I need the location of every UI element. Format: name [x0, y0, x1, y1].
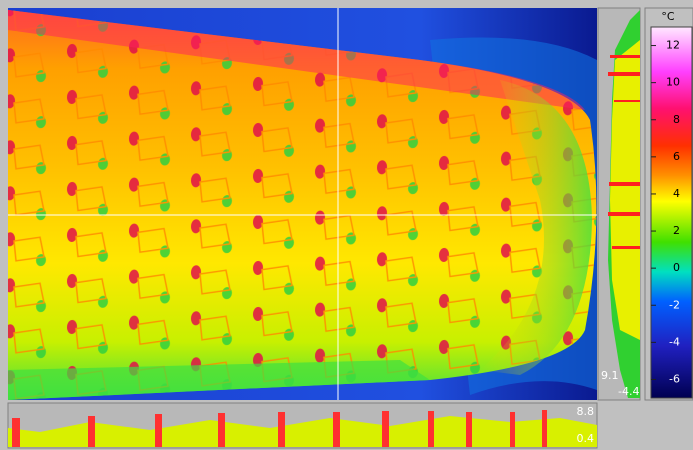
- colorbar-tick-label: 8: [673, 113, 680, 126]
- colorbar-tick-label: 6: [673, 150, 680, 163]
- colorbar-unit: °C: [661, 10, 675, 23]
- colorbar-tick-label: 12: [666, 39, 680, 52]
- vertical-profile-min: -4.4: [618, 385, 639, 398]
- horizontal-profile-min: 0.4: [577, 432, 595, 445]
- colorbar-tick-label: 0: [673, 261, 680, 274]
- colorbar-tick-label: -4: [669, 335, 680, 348]
- vertical-profile-fill-warm: [610, 40, 640, 340]
- colorbar-tick-label: 2: [673, 224, 680, 237]
- horizontal-profile-max: 8.8: [577, 405, 595, 418]
- thermal-viewer: 9.1 -4.4 8.8 0.4 °C 12 10 8 6 4 2 0 -2 -4 -6: [0, 0, 693, 450]
- colorbar-tick-label: -2: [669, 298, 680, 311]
- vertical-profile-max: 9.1: [601, 369, 619, 382]
- colorbar-tick-label: 4: [673, 187, 680, 200]
- colorbar-tick-label: -6: [669, 372, 680, 385]
- colorbar-tick-label: 10: [666, 76, 680, 89]
